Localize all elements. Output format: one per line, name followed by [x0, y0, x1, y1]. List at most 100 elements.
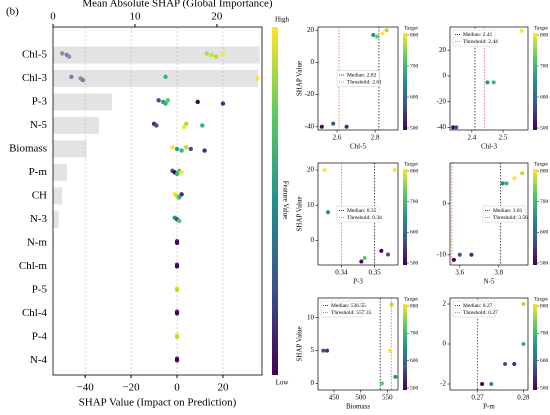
shap-point: [59, 51, 65, 56]
importance-bar: [53, 234, 54, 252]
plot-frame: [52, 26, 263, 376]
legend-threshold: Threshold: 557.35: [331, 310, 372, 316]
y-tick-label: 0: [443, 340, 447, 348]
x-tick-label: 0: [174, 382, 180, 394]
point: [393, 374, 398, 379]
x-tick-label: 2.4: [467, 134, 476, 142]
point: [454, 125, 459, 130]
shap-point: [170, 145, 175, 150]
colorbar: [403, 33, 407, 130]
shap-point: [174, 287, 180, 293]
colorbar-tick-label: 700: [410, 63, 419, 69]
colorbar-title: Target: [534, 296, 548, 302]
colorbar-tick-label: 700: [540, 199, 549, 205]
colorbar-tick-label: 600: [540, 358, 549, 364]
colorbar-tick-label: 600: [540, 230, 549, 236]
x-tick-label: 20: [217, 382, 229, 394]
colorbar-low: Low: [276, 379, 290, 387]
point: [331, 121, 336, 126]
colorbar-title: Feature Value: [281, 181, 289, 220]
point: [325, 348, 330, 353]
colorbar-title: Target: [534, 25, 548, 31]
point: [469, 252, 474, 257]
shap-point: [69, 74, 74, 80]
shap-point: [174, 240, 180, 246]
point: [379, 248, 384, 253]
shap-point: [220, 101, 226, 106]
y-tick-label: N-3: [30, 213, 48, 225]
y-tick-label: Chl-4: [22, 307, 48, 319]
legend-threshold: Threshold: 2.44: [463, 39, 498, 45]
shap-point: [174, 171, 180, 177]
shap-point: [195, 99, 200, 105]
point: [480, 382, 485, 386]
colorbar: [533, 169, 537, 265]
point: [485, 80, 490, 85]
point: [451, 125, 456, 130]
x-tick-label: 0.35: [369, 269, 382, 277]
shap-point: [174, 311, 180, 316]
y-tick-label: P-4: [32, 330, 48, 342]
point: [344, 124, 349, 129]
y-tick-label: -40: [305, 122, 315, 130]
shap-point: [80, 77, 86, 83]
y-tick-label: -40: [437, 123, 447, 131]
point: [504, 181, 509, 186]
point: [319, 124, 324, 129]
y-tick-label: 20: [439, 46, 447, 54]
importance-bar: [53, 163, 67, 181]
shap-point: [184, 145, 189, 150]
x-axis-title: P-3: [353, 278, 363, 286]
x2-tick-label: 0: [50, 11, 56, 23]
y-tick-label: CH: [32, 189, 47, 201]
x-tick-label: 550: [382, 394, 393, 402]
point: [384, 28, 389, 33]
shap-point: [163, 101, 168, 106]
point: [451, 257, 456, 262]
shap-point: [202, 148, 207, 153]
legend-box: [336, 70, 380, 87]
colorbar-title: Target: [404, 25, 418, 31]
importance-bar: [53, 187, 63, 205]
y-tick-label: Chl-5: [22, 49, 48, 61]
point: [362, 255, 367, 260]
colorbar-tick-label: 600: [540, 94, 549, 100]
colorbar-title: Target: [404, 161, 418, 167]
y-tick-label: N-m: [27, 236, 48, 248]
colorbar-tick-label: 500: [410, 385, 419, 391]
shap-point: [154, 123, 159, 128]
colorbar-tick-label: 500: [540, 260, 549, 266]
y-tick-label: 0: [311, 236, 315, 244]
x-axis-title: P-m: [483, 403, 495, 411]
y-tick-label: 10: [307, 201, 315, 209]
x-tick-label: 3.8: [494, 269, 503, 277]
importance-bar: [53, 93, 113, 111]
point: [380, 31, 385, 36]
colorbar-tick-label: 500: [410, 260, 419, 266]
y-tick-label: -2: [440, 380, 446, 388]
legend-median: Median: 2.82: [347, 72, 377, 78]
shap-point: [177, 195, 182, 200]
point: [326, 210, 330, 215]
y-tick-label: Chl-m: [19, 260, 48, 272]
colorbar: [533, 304, 537, 390]
y-tick-label: Chl-3: [22, 72, 48, 84]
colorbar-tick-label: 800: [410, 303, 419, 309]
point: [521, 302, 526, 306]
x-axis-title: Chl-3: [481, 143, 497, 151]
point: [512, 176, 517, 181]
shap-point: [188, 146, 194, 152]
importance-bar: [53, 46, 260, 64]
shap-point: [204, 51, 210, 56]
legend-median: Median: 0.27: [463, 303, 493, 309]
x-tick-label: 2.6: [333, 134, 342, 142]
x2-tick-label: 20: [211, 11, 223, 23]
point: [519, 28, 524, 33]
colorbar-tick-label: 500: [410, 125, 419, 131]
colorbar-tick-label: 600: [410, 94, 419, 100]
shap-point: [213, 54, 219, 59]
y-tick-label: -20: [437, 97, 447, 105]
colorbar-tick-label: 800: [410, 32, 419, 38]
legend-median: Median: 3.81: [493, 208, 523, 214]
y-tick-label: N-4: [30, 354, 48, 366]
